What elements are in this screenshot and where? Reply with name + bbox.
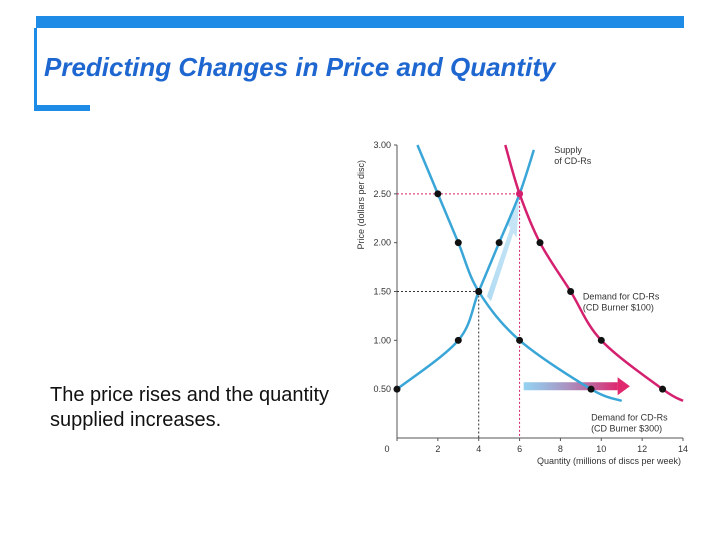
series-label: (CD Burner $300): [591, 423, 662, 433]
x-tick-label: 10: [596, 444, 606, 454]
data-point: [454, 239, 462, 247]
demand-shift-arrowhead: [617, 377, 630, 396]
y-tick-label: 1.50: [373, 287, 391, 297]
slide-caption: The price rises and the quantity supplie…: [50, 384, 330, 431]
x-tick-label: 8: [558, 444, 563, 454]
x-tick-label: 6: [517, 444, 522, 454]
x-tick-label: 2: [435, 444, 440, 454]
x-axis-title: Quantity (millions of discs per week): [537, 456, 681, 466]
y-tick-label: 3.00: [373, 140, 391, 150]
frame-top-bar: [36, 16, 684, 28]
y-tick-label: 2.50: [373, 189, 391, 199]
x-tick-label: 12: [637, 444, 647, 454]
demand-shift-arrow-body: [523, 382, 618, 391]
series-label: Supply: [554, 145, 582, 155]
movement-along-supply-arrow: [486, 193, 520, 302]
y-tick-label: 2.00: [373, 238, 391, 248]
demand-curve-300: [504, 144, 684, 402]
x-tick-label: 4: [476, 444, 481, 454]
frame-left-bar: [34, 28, 37, 110]
slide-title: Predicting Changes in Price and Quantity: [44, 52, 556, 82]
data-point: [536, 239, 544, 247]
data-point: [434, 190, 442, 198]
data-point: [587, 385, 595, 393]
data-point: [597, 336, 605, 344]
y-tick-label: 0.50: [373, 384, 391, 394]
series-label: Demand for CD-Rs: [591, 412, 668, 422]
x-tick-label: 14: [678, 444, 688, 454]
series-label: (CD Burner $100): [583, 302, 654, 312]
data-point: [516, 336, 524, 344]
data-point: [567, 288, 575, 295]
y-tick-label: 1.00: [373, 335, 391, 345]
x-tick-label: 0: [384, 444, 389, 454]
supply-curve: [396, 149, 536, 391]
data-point: [454, 336, 462, 344]
series-label: Demand for CD-Rs: [583, 291, 660, 301]
data-point: [516, 190, 524, 198]
data-point: [475, 288, 483, 295]
y-axis-title: Price (dollars per disc): [356, 160, 366, 250]
data-point: [495, 239, 503, 247]
data-point: [659, 385, 667, 393]
series-label: of CD-Rs: [554, 156, 592, 166]
supply-demand-chart: 0 2 4 6 8 10 12 14 0.50 1.00 1.50 2.00 2.50 3.00 Quant…: [356, 140, 688, 466]
data-point: [393, 385, 401, 393]
frame-bottom-accent: [34, 105, 90, 111]
